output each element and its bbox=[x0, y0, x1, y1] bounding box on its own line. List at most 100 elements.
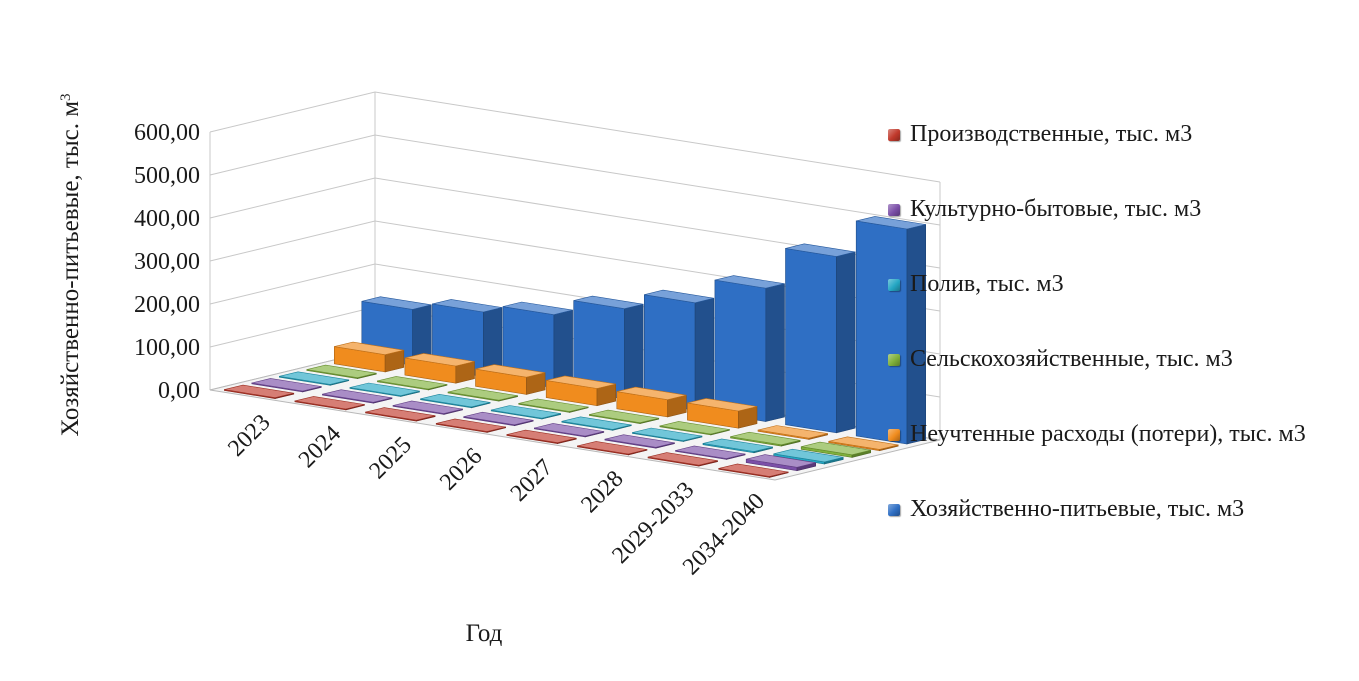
legend-swatch bbox=[888, 504, 900, 516]
bar bbox=[447, 387, 518, 402]
bar bbox=[278, 371, 350, 386]
legend-item: Производственные, тыс. м3 bbox=[888, 120, 1348, 195]
chart-bars bbox=[224, 216, 927, 478]
bar-top-face bbox=[546, 375, 616, 389]
bar-top-face bbox=[279, 371, 349, 385]
bar bbox=[687, 398, 758, 429]
bar bbox=[533, 423, 605, 438]
bar-top-face bbox=[773, 448, 844, 463]
legend-label: Хозяйственно-питьевые, тыс. м3 bbox=[910, 496, 1245, 522]
y-axis-title-superscript: 3 bbox=[58, 93, 74, 101]
bar-top-face bbox=[856, 216, 926, 230]
bar-top-face bbox=[604, 434, 675, 448]
y-tick-label: 0,00 bbox=[158, 378, 200, 404]
bar bbox=[714, 275, 785, 422]
legend-label: Неучтенные расходы (потери), тыс. м3 bbox=[910, 421, 1306, 447]
bar bbox=[604, 434, 675, 449]
bar-top-face bbox=[404, 353, 475, 367]
bar bbox=[490, 405, 562, 420]
bar-top-face bbox=[392, 400, 463, 414]
x-tick-label: 2027 bbox=[506, 454, 558, 506]
bar-top-face bbox=[518, 398, 589, 412]
x-axis-title: Год bbox=[466, 620, 503, 647]
bar-top-face bbox=[577, 441, 648, 455]
bar bbox=[545, 375, 617, 407]
bar bbox=[702, 438, 773, 454]
bar-top-face bbox=[361, 296, 432, 310]
bar-top-face bbox=[322, 389, 393, 403]
bar-top-face bbox=[702, 438, 773, 452]
x-tick-label: 2028 bbox=[576, 466, 628, 518]
y-axis-title: Хозяйственно-питьевые, тыс. м3 bbox=[57, 93, 84, 436]
gridline bbox=[209, 134, 941, 226]
bar bbox=[730, 431, 801, 447]
gridline bbox=[209, 91, 941, 183]
bar-side-face bbox=[694, 297, 715, 411]
bar-front-face bbox=[714, 279, 767, 422]
legend-swatch bbox=[888, 354, 900, 366]
chart-walls bbox=[209, 91, 941, 441]
bar-side-face bbox=[765, 283, 785, 422]
bar-top-face bbox=[675, 445, 746, 459]
bar-top-face bbox=[491, 405, 561, 419]
y-tick-label: 100,00 bbox=[134, 335, 200, 361]
legend-swatch bbox=[888, 429, 900, 441]
bar-top-face bbox=[463, 411, 534, 426]
y-tick-label: 400,00 bbox=[134, 206, 200, 232]
legend-item: Полив, тыс. м3 bbox=[888, 270, 1348, 345]
bar bbox=[404, 353, 475, 384]
y-tick-label: 500,00 bbox=[134, 163, 200, 189]
legend-swatch bbox=[888, 279, 900, 291]
bar-top-face bbox=[714, 275, 785, 289]
bar-top-face bbox=[746, 454, 816, 468]
bar-front-face bbox=[785, 248, 837, 434]
bar bbox=[561, 416, 632, 431]
bar bbox=[294, 396, 365, 411]
bar-top-face bbox=[561, 416, 632, 430]
bar-top-face bbox=[573, 295, 644, 310]
bar-top-face bbox=[632, 427, 703, 442]
bar-top-face bbox=[506, 429, 577, 444]
bar bbox=[420, 393, 491, 409]
bar-top-face bbox=[447, 387, 518, 401]
bar bbox=[349, 382, 420, 397]
bar bbox=[435, 418, 507, 433]
bar-top-face bbox=[306, 364, 377, 379]
bar-top-face bbox=[801, 441, 871, 456]
y-axis-title-text: Хозяйственно-питьевые, тыс. м bbox=[57, 101, 84, 437]
bar-top-face bbox=[224, 384, 294, 399]
y-tick-label: 300,00 bbox=[134, 249, 200, 275]
x-tick-label: 2025 bbox=[365, 432, 417, 484]
bar bbox=[333, 341, 405, 373]
bar-top-face bbox=[757, 425, 828, 439]
bar-top-face bbox=[687, 398, 758, 412]
bar bbox=[377, 376, 448, 391]
x-tick-label: 2026 bbox=[435, 443, 487, 495]
bar bbox=[518, 398, 589, 413]
bar-top-face bbox=[349, 382, 420, 397]
bar bbox=[659, 421, 730, 436]
bar-top-face bbox=[436, 418, 506, 432]
bar bbox=[800, 441, 872, 458]
chart-legend: Производственные, тыс. м3 Культурно-бытов… bbox=[888, 120, 1348, 570]
bar-top-face bbox=[475, 364, 546, 378]
bar bbox=[475, 364, 546, 395]
bar bbox=[306, 364, 377, 379]
x-tick-label: 2023 bbox=[223, 409, 275, 461]
bar bbox=[251, 378, 322, 393]
bar-top-face bbox=[432, 299, 503, 313]
legend-label: Производственные, тыс. м3 bbox=[910, 121, 1193, 147]
bar-top-face bbox=[365, 407, 436, 421]
bar-top-face bbox=[828, 436, 899, 450]
legend-item: Сельскохозяйственные, тыс. м3 bbox=[888, 345, 1348, 420]
bar bbox=[573, 295, 644, 400]
bar bbox=[745, 454, 817, 472]
bar-top-face bbox=[251, 378, 322, 392]
bar bbox=[757, 425, 828, 440]
bar bbox=[463, 411, 534, 427]
bar bbox=[675, 445, 746, 460]
bar bbox=[643, 289, 715, 411]
legend-item: Культурно-бытовые, тыс. м3 bbox=[888, 195, 1348, 270]
legend-label: Культурно-бытовые, тыс. м3 bbox=[910, 196, 1202, 222]
bar bbox=[502, 301, 573, 389]
